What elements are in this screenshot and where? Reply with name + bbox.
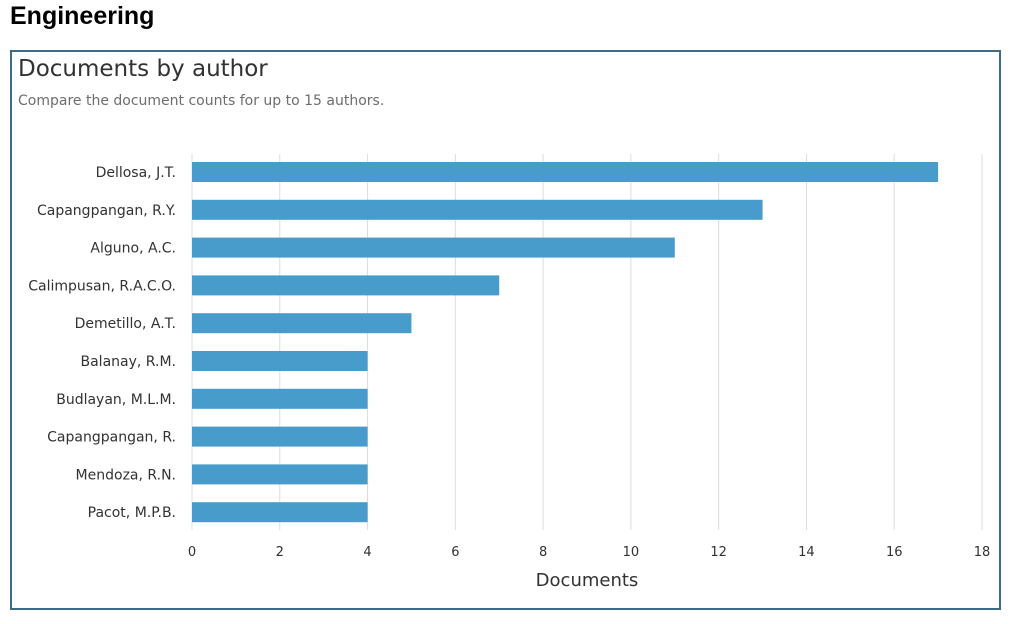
x-tick-label: 6	[451, 545, 459, 560]
bar[interactable]	[192, 426, 368, 447]
x-tick-label: 10	[623, 545, 640, 560]
bar[interactable]	[192, 351, 368, 371]
documents-bar-chart: Dellosa, J.T. Capangpangan, R.Y. Alguno, A…	[28, 154, 990, 591]
category-label: Capangpangan, R.Y.	[37, 203, 176, 219]
panel-title: Documents by author	[18, 56, 268, 82]
category-labels: Dellosa, J.T. Capangpangan, R.Y. Alguno, A…	[28, 165, 176, 521]
category-label: Calimpusan, R.A.C.O.	[28, 278, 176, 294]
documents-by-author-panel: Documents by author Compare the document…	[10, 50, 1001, 610]
category-label: Dellosa, J.T.	[96, 165, 176, 181]
bars	[192, 162, 939, 523]
x-tick-label: 18	[974, 545, 991, 560]
category-label: Capangpangan, R.	[47, 430, 176, 446]
page-heading: Engineering	[10, 2, 155, 30]
bar[interactable]	[192, 388, 368, 409]
x-tick-label: 0	[188, 545, 196, 560]
bar[interactable]	[192, 464, 368, 485]
x-tick-label: 12	[710, 545, 727, 560]
bar[interactable]	[192, 199, 763, 220]
x-axis-label: Documents	[536, 570, 639, 591]
category-label: Pacot, M.P.B.	[88, 505, 176, 521]
bar[interactable]	[192, 313, 412, 334]
x-tick-label: 14	[798, 545, 815, 560]
bar[interactable]	[192, 237, 675, 258]
panel-subtitle: Compare the document counts for up to 15…	[18, 93, 385, 109]
x-tick-labels: 0 2 4 6 8 10 12 14 16 18	[188, 545, 990, 560]
x-tick-label: 4	[363, 545, 371, 560]
x-tick-label: 16	[886, 545, 903, 560]
category-label: Alguno, A.C.	[90, 241, 176, 257]
category-label: Mendoza, R.N.	[76, 467, 176, 483]
bar[interactable]	[192, 162, 939, 182]
category-label: Demetillo, A.T.	[75, 316, 176, 332]
x-tick-label: 2	[276, 545, 284, 560]
category-label: Balanay, R.M.	[81, 354, 177, 370]
bar[interactable]	[192, 502, 368, 523]
bar[interactable]	[192, 275, 500, 296]
x-tick-label: 8	[539, 545, 547, 560]
category-label: Budlayan, M.L.M.	[56, 392, 176, 408]
